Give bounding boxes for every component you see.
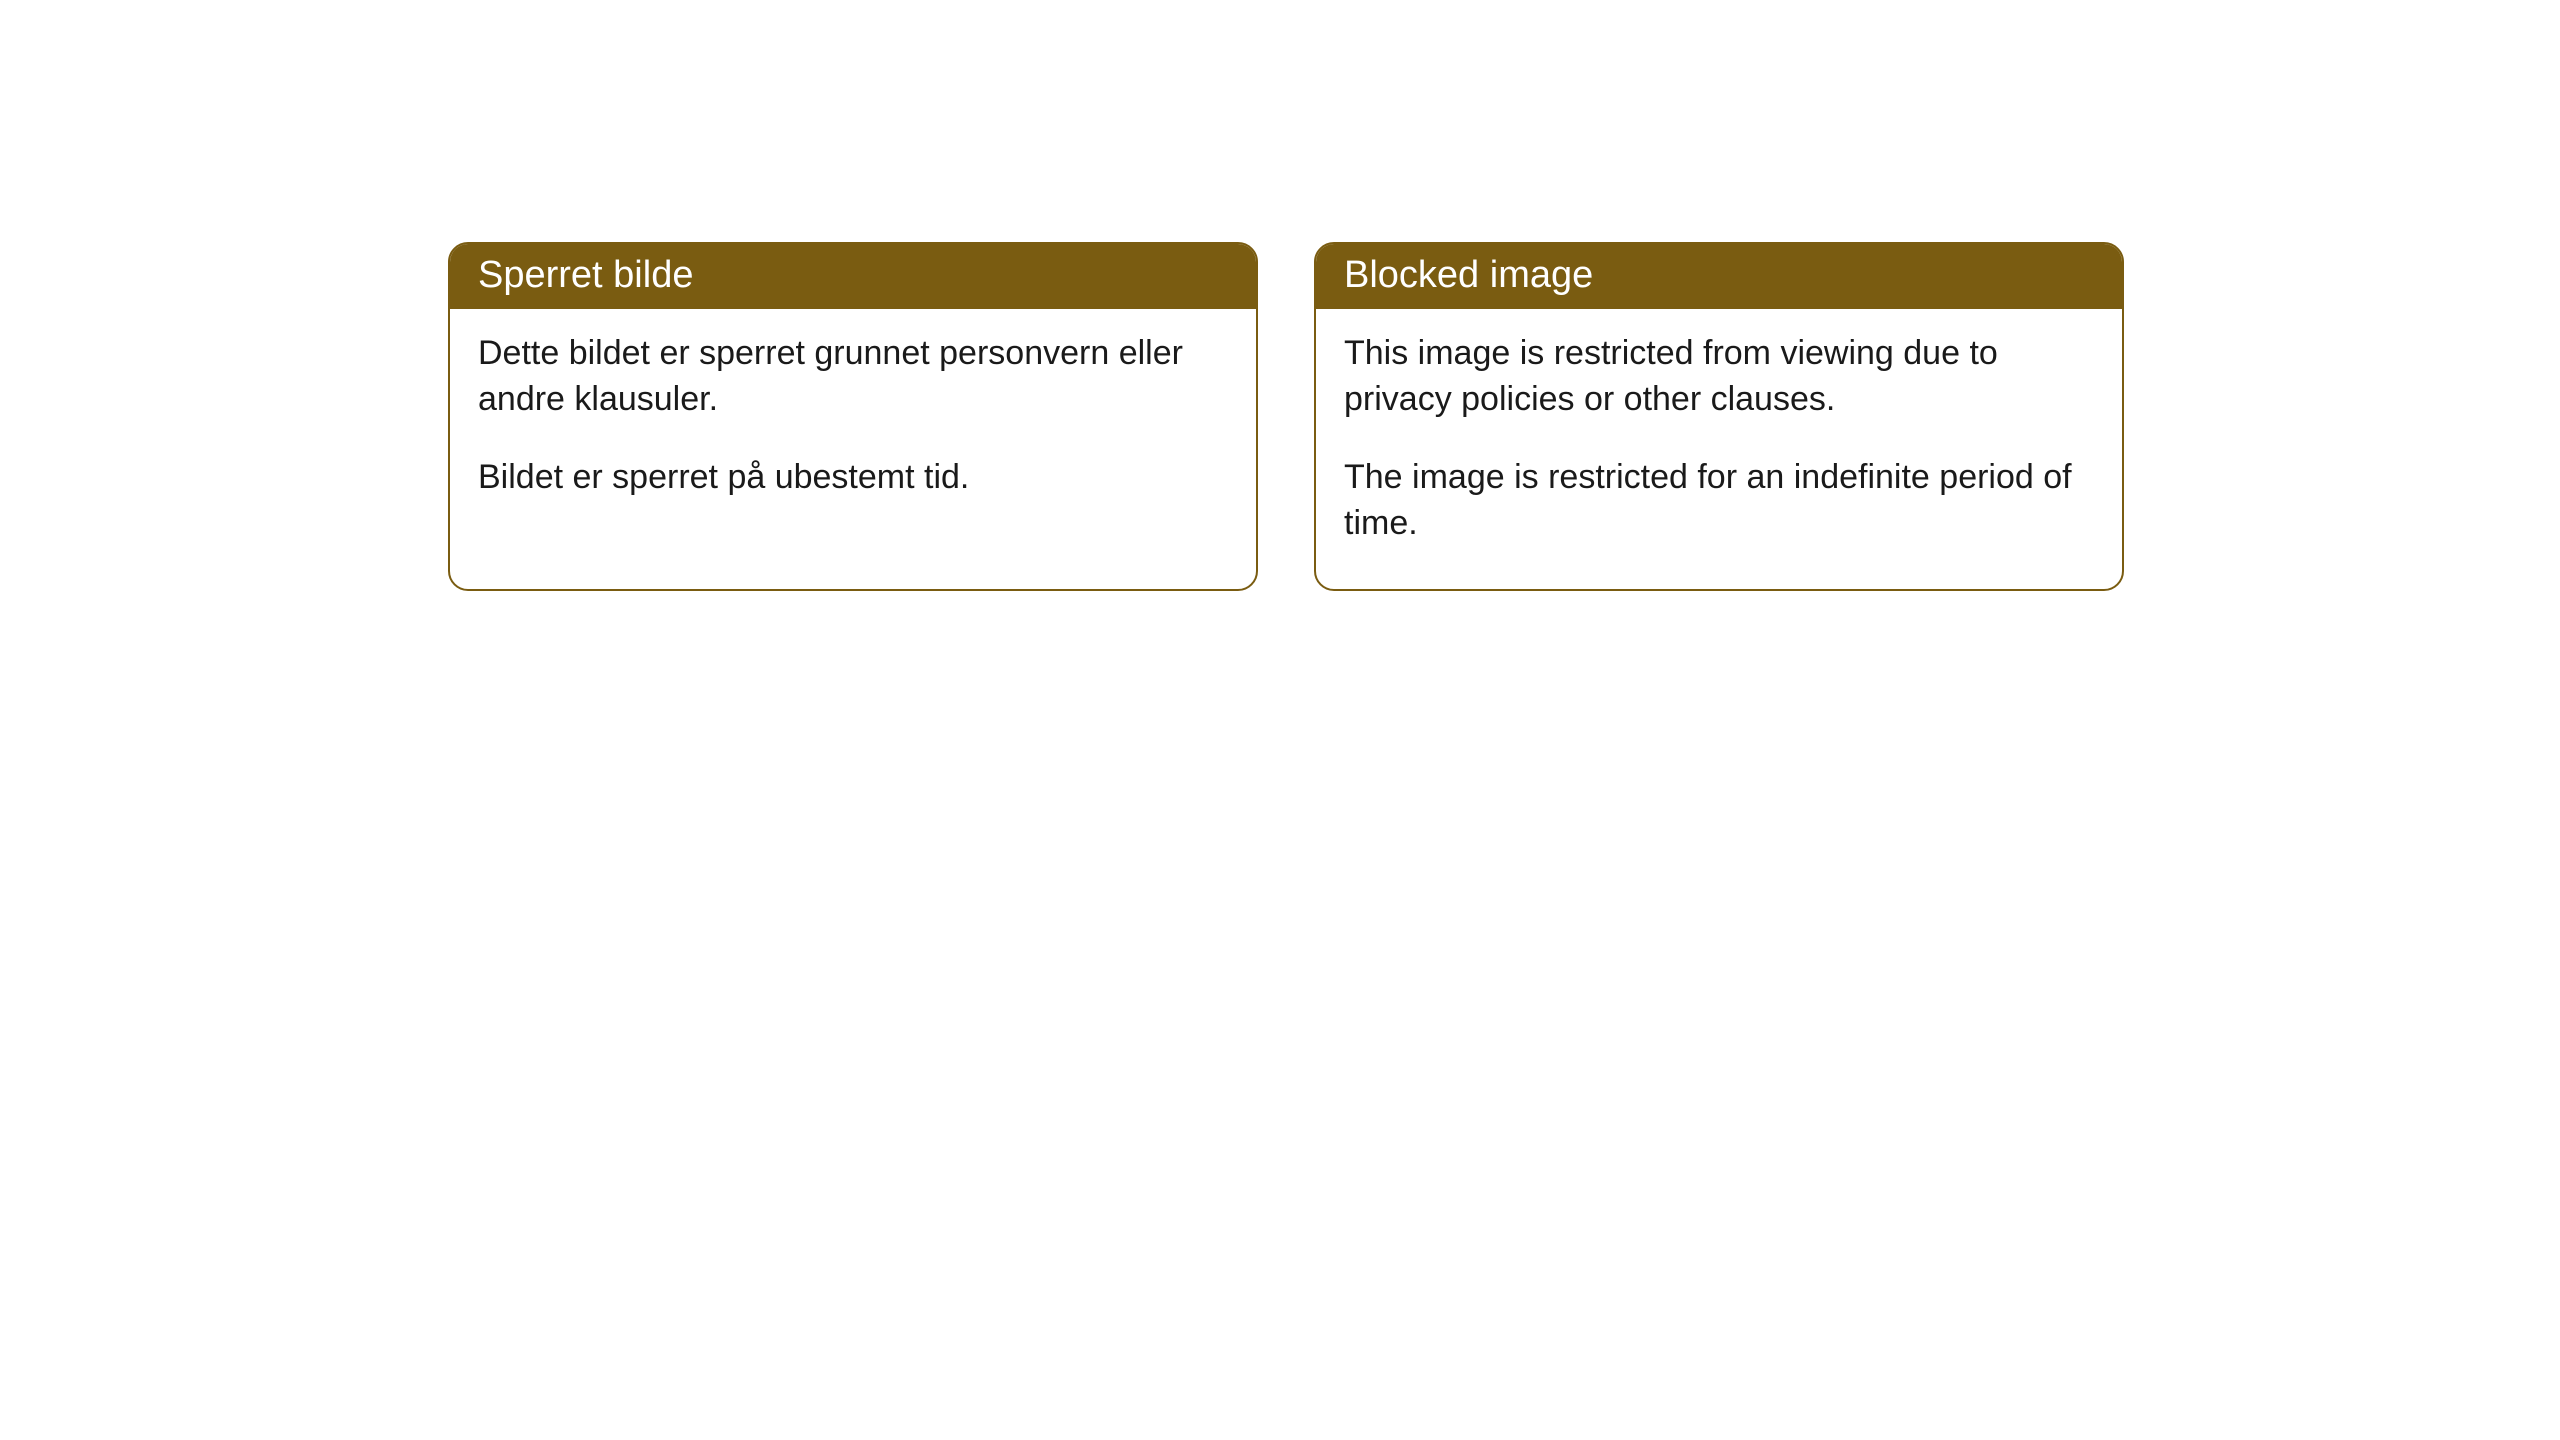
- card-body: This image is restricted from viewing du…: [1316, 309, 2122, 589]
- blocked-image-card-norwegian: Sperret bilde Dette bildet er sperret gr…: [448, 242, 1258, 591]
- card-paragraph: This image is restricted from viewing du…: [1344, 331, 2094, 423]
- card-header: Blocked image: [1316, 244, 2122, 309]
- notice-container: Sperret bilde Dette bildet er sperret gr…: [0, 0, 2560, 591]
- card-paragraph: Bildet er sperret på ubestemt tid.: [478, 455, 1228, 501]
- card-body: Dette bildet er sperret grunnet personve…: [450, 309, 1256, 543]
- card-paragraph: The image is restricted for an indefinit…: [1344, 455, 2094, 547]
- card-paragraph: Dette bildet er sperret grunnet personve…: [478, 331, 1228, 423]
- card-header: Sperret bilde: [450, 244, 1256, 309]
- blocked-image-card-english: Blocked image This image is restricted f…: [1314, 242, 2124, 591]
